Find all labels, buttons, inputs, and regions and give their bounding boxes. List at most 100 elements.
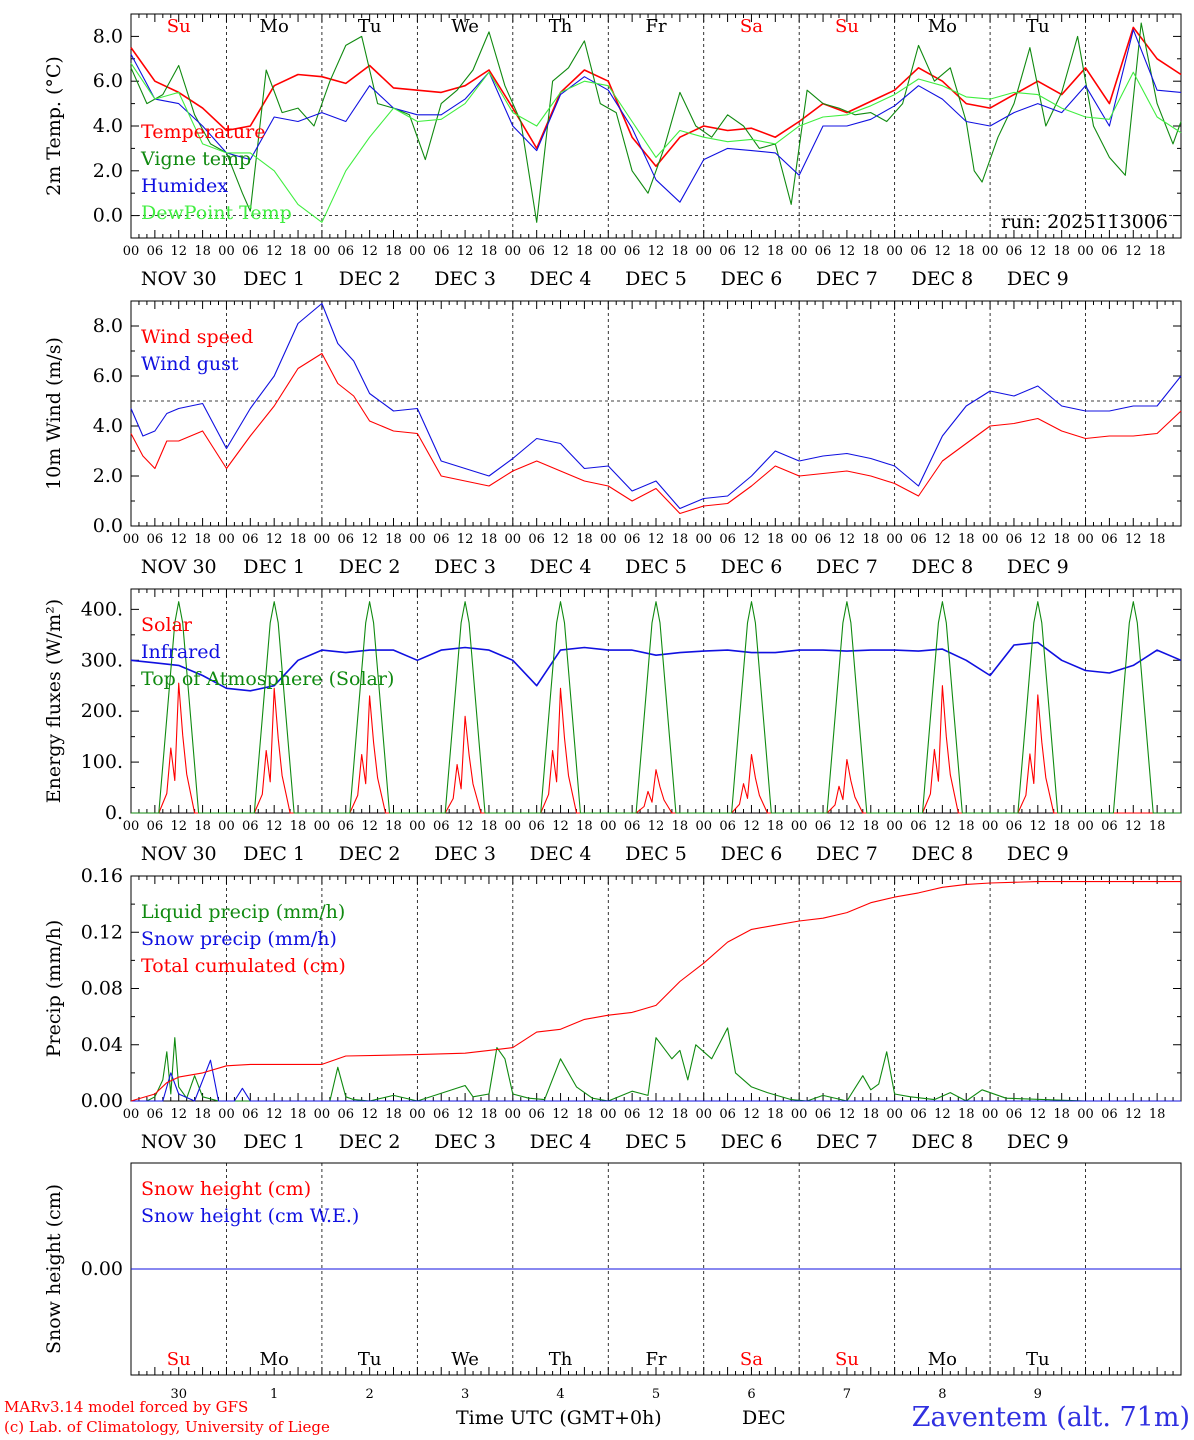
hour-tick-label: 18: [958, 1107, 975, 1122]
series-line-liquid-precip-mm-h-: [131, 1027, 1181, 1102]
day-number-label: 2: [365, 1387, 373, 1402]
hour-tick-label: 18: [958, 244, 975, 259]
hour-tick-label: 18: [481, 532, 498, 547]
date-label: DEC 9: [1007, 843, 1069, 865]
run-annotation: run: 2025113006: [1001, 211, 1168, 233]
y-tick-label: 2.0: [93, 160, 123, 182]
hour-tick-label: 12: [1030, 244, 1047, 259]
y-tick-label: 100.: [81, 751, 123, 773]
legend-entry: Snow precip (mm/h): [141, 928, 337, 950]
weekday-label: We: [451, 1349, 479, 1370]
date-label: DEC 4: [530, 843, 592, 865]
hour-tick-label: 06: [147, 532, 164, 547]
hour-tick-label: 18: [576, 1107, 593, 1122]
hour-tick-label: 18: [385, 819, 402, 834]
y-tick-label: 300.: [81, 649, 123, 671]
weekday-label: Fr: [645, 1349, 666, 1370]
hour-tick-label: 12: [743, 1107, 760, 1122]
hour-tick-label: 18: [862, 1107, 879, 1122]
hour-tick-label: 06: [910, 532, 927, 547]
hour-tick-label: 12: [1125, 1107, 1142, 1122]
hour-tick-label: 00: [695, 244, 712, 259]
series-line-wind-speed: [130, 352, 1182, 515]
hour-tick-label: 00: [695, 532, 712, 547]
weekday-label: Mo: [260, 16, 289, 37]
hour-tick-label: 12: [266, 819, 283, 834]
date-label: NOV 30: [141, 1131, 217, 1153]
y-tick-label: 0.08: [81, 978, 123, 1000]
date-label: DEC 5: [625, 556, 687, 578]
hour-tick-label: 06: [433, 1107, 450, 1122]
date-label: DEC 7: [816, 1131, 878, 1153]
hour-tick-label: 06: [910, 244, 927, 259]
hour-tick-label: 06: [815, 1107, 832, 1122]
hour-tick-label: 18: [767, 532, 784, 547]
day-number-label: 1: [270, 1387, 278, 1402]
y-tick-label: 4.0: [93, 115, 123, 137]
hour-tick-label: 12: [361, 244, 378, 259]
hour-tick-label: 06: [337, 532, 354, 547]
hour-tick-label: 06: [528, 532, 545, 547]
hour-tick-label: 00: [600, 1107, 617, 1122]
hour-tick-label: 12: [552, 819, 569, 834]
hour-tick-label: 00: [409, 244, 426, 259]
weekday-label: Mo: [928, 1349, 957, 1370]
weekday-label: Tu: [358, 1349, 382, 1370]
hour-tick-label: 12: [934, 244, 951, 259]
hour-tick-label: 18: [194, 819, 211, 834]
hour-tick-label: 12: [170, 819, 187, 834]
hour-tick-label: 06: [337, 1107, 354, 1122]
date-label: DEC 8: [911, 556, 973, 578]
legend-entry: Top of Atmosphere (Solar): [141, 668, 394, 690]
day-number-label: 4: [556, 1387, 564, 1402]
hour-tick-label: 06: [910, 819, 927, 834]
hour-tick-label: 18: [767, 244, 784, 259]
hour-tick-label: 06: [337, 819, 354, 834]
hour-tick-label: 06: [242, 1107, 259, 1122]
hour-tick-label: 18: [290, 1107, 307, 1122]
hour-tick-label: 18: [958, 819, 975, 834]
hour-tick-label: 00: [791, 532, 808, 547]
hour-tick-label: 00: [123, 1107, 140, 1122]
series-line-humidex: [130, 29, 1182, 203]
hour-tick-label: 00: [600, 819, 617, 834]
y-tick-label: 400.: [81, 598, 123, 620]
series-line-dewpoint-temp: [130, 62, 1182, 223]
hour-tick-label: 00: [982, 1107, 999, 1122]
hour-tick-label: 06: [1101, 1107, 1118, 1122]
weekday-label: We: [451, 16, 479, 37]
weekday-label: Su: [835, 16, 859, 37]
date-label: DEC 2: [339, 556, 401, 578]
hour-tick-label: 06: [528, 244, 545, 259]
hour-tick-label: 12: [266, 1107, 283, 1122]
hour-tick-label: 12: [648, 532, 665, 547]
hour-tick-label: 00: [218, 532, 235, 547]
hour-tick-label: 00: [123, 532, 140, 547]
hour-tick-label: 06: [910, 1107, 927, 1122]
hour-tick-label: 00: [791, 1107, 808, 1122]
y-tick-label: 0.0: [93, 205, 123, 227]
legend-entry: Wind gust: [141, 353, 239, 375]
day-number-label: 6: [747, 1387, 755, 1402]
hour-tick-label: 18: [481, 244, 498, 259]
hour-tick-label: 18: [862, 244, 879, 259]
hour-tick-label: 12: [457, 244, 474, 259]
hour-tick-label: 12: [552, 532, 569, 547]
hour-tick-label: 12: [934, 819, 951, 834]
date-label: DEC 8: [911, 268, 973, 290]
date-label: DEC 6: [721, 843, 783, 865]
series-line-vigne-temp: [130, 22, 1182, 223]
date-label: NOV 30: [141, 843, 217, 865]
hour-tick-label: 12: [743, 244, 760, 259]
legend-entry: DewPoint Temp: [141, 202, 292, 224]
hour-tick-label: 12: [361, 532, 378, 547]
hour-tick-label: 12: [648, 819, 665, 834]
hour-tick-label: 00: [791, 244, 808, 259]
hour-tick-label: 18: [194, 532, 211, 547]
weekday-label: Tu: [1026, 16, 1050, 37]
hour-tick-label: 12: [1125, 819, 1142, 834]
plot-frame: [130, 300, 1182, 527]
precip-panel: 0.00 0.04 0.08 0.12 0.16 Precip (mm/h) 00 06 12 1…: [43, 865, 1182, 1153]
hour-tick-label: 18: [1053, 244, 1070, 259]
hour-tick-label: 12: [552, 1107, 569, 1122]
